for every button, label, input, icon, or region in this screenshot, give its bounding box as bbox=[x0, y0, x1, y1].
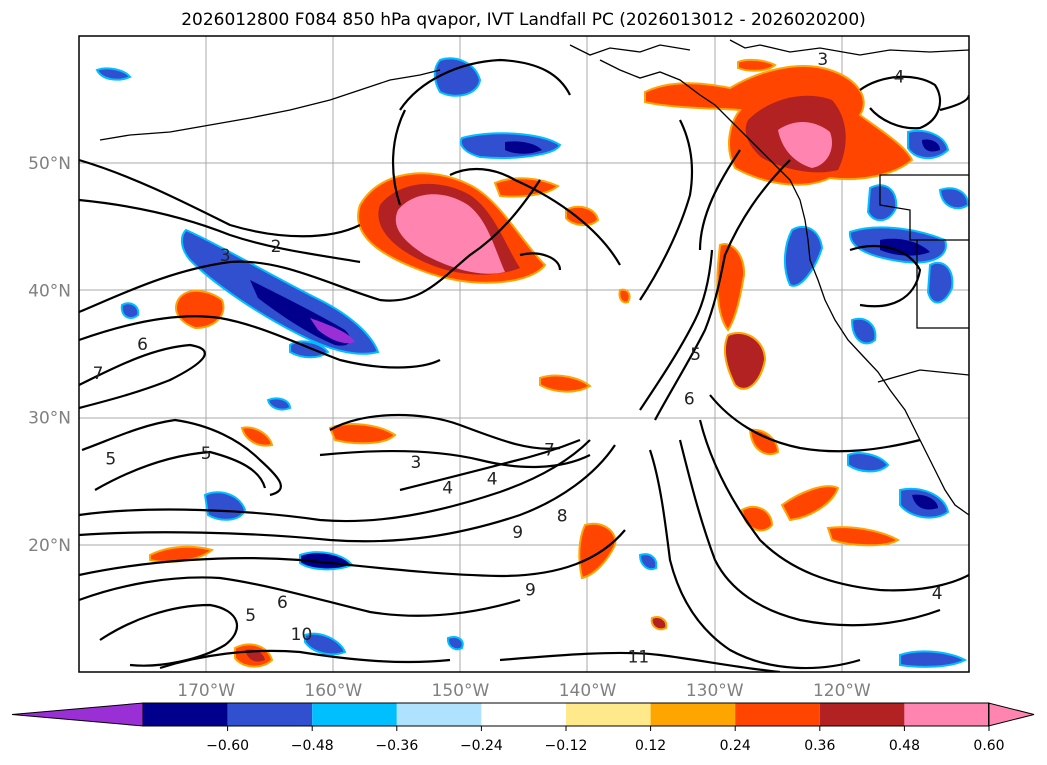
contour-label: 11 bbox=[628, 648, 650, 668]
colorbar-tick-label: −0.12 bbox=[545, 738, 588, 754]
colorbar-tick-label: −0.60 bbox=[206, 738, 249, 754]
colorbar-bin bbox=[481, 703, 566, 726]
colorbar-tick-label: 0.60 bbox=[973, 738, 1004, 754]
contour-label: 5 bbox=[201, 444, 212, 464]
contour-label: 9 bbox=[525, 580, 536, 600]
colorbar-tick-label: −0.24 bbox=[460, 738, 503, 754]
colorbar-bin bbox=[650, 703, 736, 726]
colorbar-tick-label: −0.36 bbox=[375, 738, 418, 754]
contour-label: 4 bbox=[487, 470, 498, 490]
contour-label: 3 bbox=[817, 50, 828, 70]
contour-label: 5 bbox=[245, 606, 256, 626]
colorbar-bin bbox=[566, 703, 651, 726]
colorbar-tick-label: −0.48 bbox=[291, 738, 334, 754]
contour-label: 8 bbox=[557, 507, 568, 527]
colorbar-tick-label: 0.36 bbox=[804, 738, 835, 754]
colorbar-extend-high bbox=[988, 702, 1035, 727]
contour-label: 2 bbox=[271, 237, 282, 257]
colorbar-tick-label: 0.12 bbox=[635, 738, 666, 754]
lat-label: 20°N bbox=[28, 536, 71, 556]
map-frame bbox=[78, 35, 970, 673]
longitude-labels: 170°W 160°W 150°W 140°W 130°W 120°W bbox=[177, 681, 871, 701]
contour-label: 6 bbox=[684, 390, 695, 410]
colorbar-bin bbox=[143, 703, 228, 726]
colorbar: −0.60 −0.48 −0.36 −0.24 −0.12 0.12 0.24 0.36 0.4… bbox=[11, 702, 1035, 754]
colorbar-bin bbox=[819, 703, 905, 726]
colorbar-bin bbox=[735, 703, 820, 726]
map-title: 2026012800 F084 850 hPa qvapor, IVT Land… bbox=[181, 10, 866, 30]
lat-label: 40°N bbox=[28, 281, 71, 301]
contour-label: 7 bbox=[544, 440, 555, 460]
contour-label: 10 bbox=[291, 625, 313, 645]
lat-label: 30°N bbox=[28, 409, 71, 429]
contour-label: 5 bbox=[690, 345, 701, 365]
colorbar-tick-label: 0.48 bbox=[889, 738, 920, 754]
colorbar-bin bbox=[227, 703, 313, 726]
coastlines bbox=[99, 39, 969, 516]
contour-label: 5 bbox=[105, 449, 116, 469]
contour-label: 4 bbox=[894, 68, 905, 88]
contour-label: 6 bbox=[137, 335, 148, 355]
lon-label: 160°W bbox=[304, 681, 362, 701]
colorbar-bin bbox=[904, 703, 989, 726]
colorbar-bin bbox=[312, 703, 397, 726]
contour-label: 7 bbox=[93, 364, 104, 384]
contour-label: 3 bbox=[220, 246, 231, 266]
lat-label: 50°N bbox=[28, 154, 71, 174]
lon-label: 130°W bbox=[686, 681, 744, 701]
lon-label: 140°W bbox=[559, 681, 617, 701]
colorbar-extend-low bbox=[11, 702, 144, 727]
latitude-labels: 50°N 40°N 30°N 20°N bbox=[28, 154, 71, 556]
lon-label: 150°W bbox=[432, 681, 490, 701]
colorbar-bin bbox=[396, 703, 482, 726]
ivt-contours bbox=[79, 58, 969, 672]
contour-label: 4 bbox=[442, 479, 453, 499]
colorbar-tick-label: 0.24 bbox=[720, 738, 751, 754]
contour-label: 6 bbox=[277, 593, 288, 613]
contour-label: 4 bbox=[932, 584, 943, 604]
lon-label: 120°W bbox=[813, 681, 871, 701]
contour-label: 9 bbox=[512, 523, 523, 543]
contour-label: 3 bbox=[411, 453, 422, 473]
lon-label: 170°W bbox=[177, 681, 235, 701]
